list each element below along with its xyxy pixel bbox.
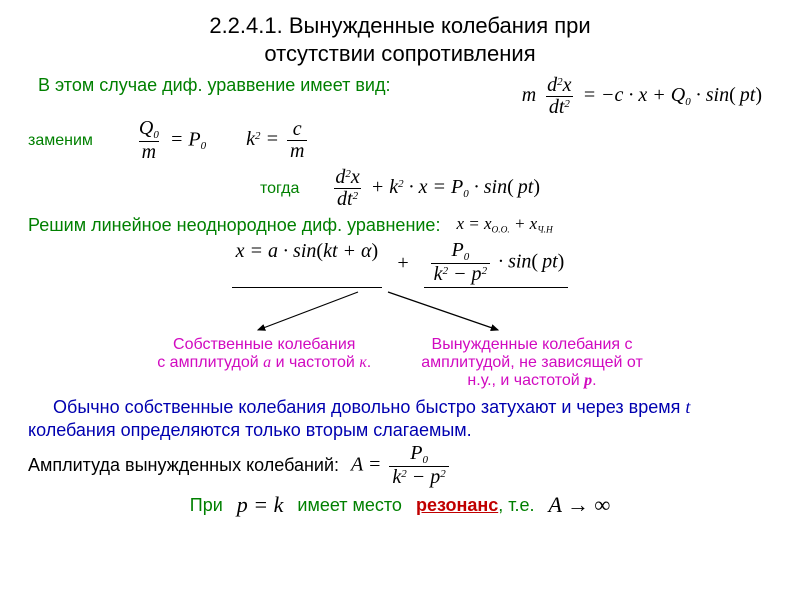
solution-term-right: P0k2 − p2 · sin( pt) bbox=[424, 240, 569, 288]
amplitude-formula: A = P0k2 − p2 bbox=[351, 443, 452, 488]
res-pri: При bbox=[190, 495, 223, 516]
res-word: резонанс bbox=[416, 495, 498, 515]
resonance-line: При p = k имеет место резонанс, т.е. A →… bbox=[28, 492, 772, 518]
arrow-diagram bbox=[28, 288, 772, 336]
res-limit: A → ∞ bbox=[548, 492, 610, 518]
arrows-svg bbox=[28, 288, 768, 336]
then-label: тогда bbox=[260, 180, 299, 198]
eq-sub1: Q0m = P0 bbox=[133, 118, 206, 163]
heading-number: 2.2.4.1. bbox=[209, 13, 282, 38]
solution-plus: + bbox=[396, 252, 410, 275]
solve-label: Решим линейное неоднородное диф. уравнен… bbox=[28, 215, 440, 236]
solution-row: x = a · sin(kt + α) + P0k2 − p2 · sin( p… bbox=[28, 240, 772, 288]
heading-line2: отсутствии сопротивления bbox=[264, 41, 535, 66]
res-after: , т.е. bbox=[498, 495, 534, 515]
eq-main: m d2xdt2 = −c · x + Q0 · sin( pt) bbox=[522, 75, 762, 118]
captions: Собственные колебания с амплитудой a и ч… bbox=[28, 336, 772, 390]
decay-paragraph: Обычно собственные колебания довольно бы… bbox=[28, 396, 772, 441]
res-mid: имеет место bbox=[297, 495, 402, 516]
caption-right: Вынужденные колебания с амплитудой, не з… bbox=[421, 336, 643, 390]
res-cond: p = k bbox=[237, 492, 284, 518]
eq-decomposition: x = xО.О. + xЧ.Н bbox=[456, 214, 552, 235]
heading-line1: Вынужденные колебания при bbox=[289, 13, 591, 38]
caption-left: Собственные колебания с амплитудой a и ч… bbox=[157, 336, 371, 390]
substitute-label: заменим bbox=[28, 132, 93, 150]
eq-sub2: k2 = cm bbox=[246, 119, 310, 162]
amplitude-label: Амплитуда вынужденных колебаний: bbox=[28, 455, 339, 476]
eq-reduced: d2xdt2 + k2 · x = P0 · sin( pt) bbox=[329, 167, 540, 210]
solution-term-left: x = a · sin(kt + α) bbox=[232, 240, 383, 288]
section-heading: 2.2.4.1. Вынужденные колебания при отсут… bbox=[28, 12, 772, 67]
intro-text: В этом случае диф. ураввение имеет вид: bbox=[38, 75, 390, 96]
